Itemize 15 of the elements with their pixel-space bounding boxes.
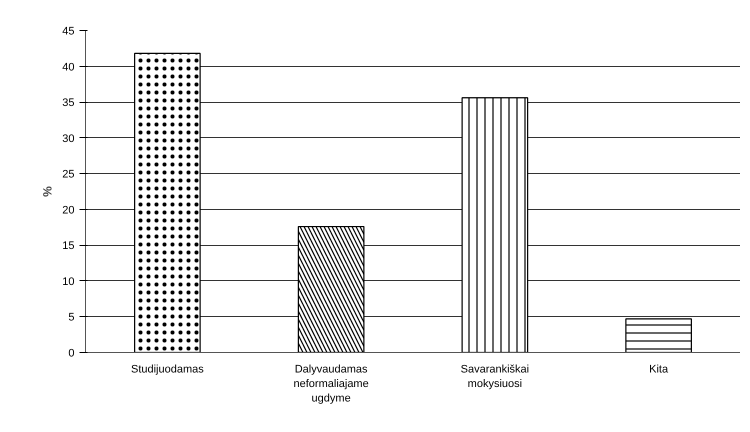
x-tick-label: Kita bbox=[649, 364, 669, 376]
y-tick-label: 20 bbox=[62, 204, 75, 216]
y-tick-label: 5 bbox=[68, 312, 75, 324]
y-tick-label: 25 bbox=[62, 168, 75, 181]
x-tick-label: Dalyvaudamas neformaliajame ugdyme bbox=[294, 364, 369, 404]
y-tick-label: 0 bbox=[68, 348, 75, 360]
y-tick-label: 35 bbox=[62, 97, 75, 110]
x-tick-label: Savarankiškai mokysiuosi bbox=[460, 364, 530, 390]
y-tick-label: 15 bbox=[62, 240, 75, 252]
y-tick-label: 30 bbox=[62, 132, 75, 145]
y-tick-label: 40 bbox=[62, 61, 75, 74]
x-tick-label: Studijuodamas bbox=[130, 364, 204, 376]
y-axis-title: % bbox=[40, 186, 54, 197]
y-tick-label: 45 bbox=[62, 26, 75, 38]
y-tick-label: 10 bbox=[62, 276, 75, 288]
